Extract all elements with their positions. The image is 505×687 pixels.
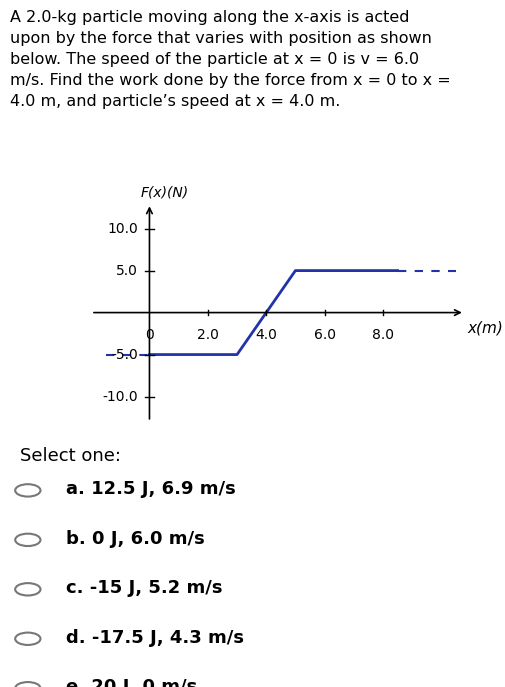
Text: -5.0: -5.0 (111, 348, 137, 361)
Text: 4.0: 4.0 (255, 328, 277, 341)
Text: 8.0: 8.0 (371, 328, 393, 341)
Text: A 2.0-kg particle moving along the x-axis is acted
upon by the force that varies: A 2.0-kg particle moving along the x-axi… (10, 10, 450, 109)
Text: 0: 0 (145, 328, 154, 341)
Text: 5.0: 5.0 (116, 264, 137, 278)
Text: d. -17.5 J, 4.3 m/s: d. -17.5 J, 4.3 m/s (66, 629, 243, 646)
Text: e. 20 J, 0 m/s: e. 20 J, 0 m/s (66, 678, 196, 687)
Text: 10.0: 10.0 (107, 222, 137, 236)
Text: c. -15 J, 5.2 m/s: c. -15 J, 5.2 m/s (66, 579, 222, 597)
Text: Select one:: Select one: (20, 447, 121, 465)
Text: F(x)(N): F(x)(N) (140, 185, 188, 199)
Text: a. 12.5 J, 6.9 m/s: a. 12.5 J, 6.9 m/s (66, 480, 235, 498)
Text: 6.0: 6.0 (313, 328, 335, 341)
Text: 2.0: 2.0 (196, 328, 218, 341)
Text: b. 0 J, 6.0 m/s: b. 0 J, 6.0 m/s (66, 530, 204, 548)
Text: -10.0: -10.0 (102, 390, 137, 403)
Text: x(m): x(m) (467, 320, 502, 335)
